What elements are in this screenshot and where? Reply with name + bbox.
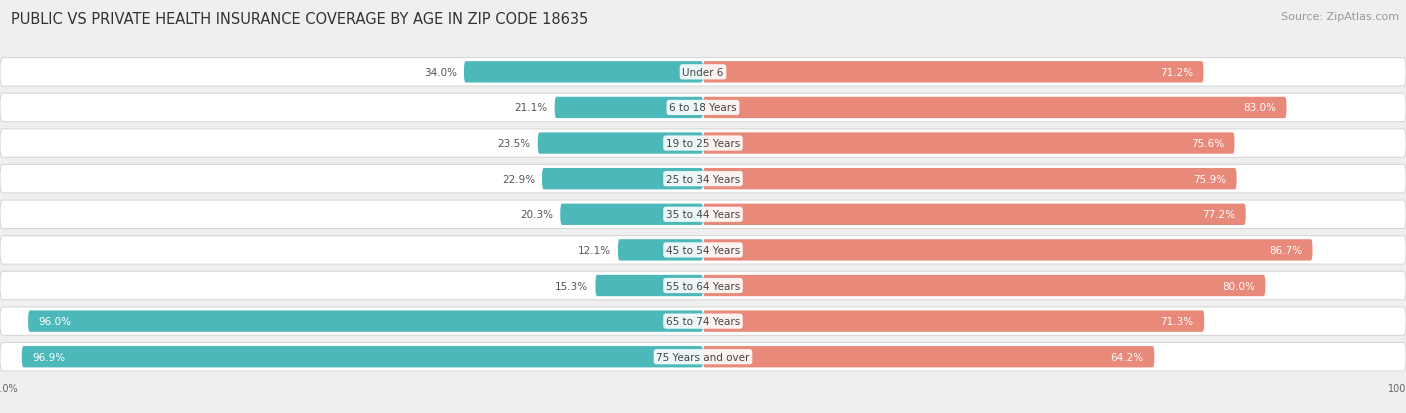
Text: 75.6%: 75.6% bbox=[1191, 139, 1223, 149]
FancyBboxPatch shape bbox=[0, 236, 1406, 264]
Text: 77.2%: 77.2% bbox=[1202, 210, 1236, 220]
FancyBboxPatch shape bbox=[554, 97, 703, 119]
FancyBboxPatch shape bbox=[703, 169, 1237, 190]
Text: 96.0%: 96.0% bbox=[38, 316, 72, 326]
FancyBboxPatch shape bbox=[28, 311, 703, 332]
Text: 20.3%: 20.3% bbox=[520, 210, 554, 220]
Text: 12.1%: 12.1% bbox=[578, 245, 612, 255]
FancyBboxPatch shape bbox=[0, 130, 1406, 158]
FancyBboxPatch shape bbox=[537, 133, 703, 154]
FancyBboxPatch shape bbox=[464, 62, 703, 83]
FancyBboxPatch shape bbox=[703, 240, 1313, 261]
Text: 22.9%: 22.9% bbox=[502, 174, 534, 184]
FancyBboxPatch shape bbox=[0, 343, 1406, 371]
Text: 86.7%: 86.7% bbox=[1268, 245, 1302, 255]
Text: 71.3%: 71.3% bbox=[1160, 316, 1194, 326]
FancyBboxPatch shape bbox=[0, 201, 1406, 229]
Text: 75 Years and over: 75 Years and over bbox=[657, 352, 749, 362]
Text: 34.0%: 34.0% bbox=[425, 68, 457, 78]
FancyBboxPatch shape bbox=[0, 94, 1406, 122]
FancyBboxPatch shape bbox=[0, 272, 1406, 300]
Text: 83.0%: 83.0% bbox=[1243, 103, 1277, 113]
Text: 75.9%: 75.9% bbox=[1192, 174, 1226, 184]
FancyBboxPatch shape bbox=[543, 169, 703, 190]
Text: Source: ZipAtlas.com: Source: ZipAtlas.com bbox=[1281, 12, 1399, 22]
FancyBboxPatch shape bbox=[703, 133, 1234, 154]
Text: PUBLIC VS PRIVATE HEALTH INSURANCE COVERAGE BY AGE IN ZIP CODE 18635: PUBLIC VS PRIVATE HEALTH INSURANCE COVER… bbox=[11, 12, 589, 27]
Text: 45 to 54 Years: 45 to 54 Years bbox=[666, 245, 740, 255]
Text: 96.9%: 96.9% bbox=[32, 352, 66, 362]
FancyBboxPatch shape bbox=[596, 275, 703, 297]
Text: 15.3%: 15.3% bbox=[555, 281, 588, 291]
Text: 55 to 64 Years: 55 to 64 Years bbox=[666, 281, 740, 291]
Text: Under 6: Under 6 bbox=[682, 68, 724, 78]
FancyBboxPatch shape bbox=[619, 240, 703, 261]
FancyBboxPatch shape bbox=[21, 346, 703, 368]
Text: 19 to 25 Years: 19 to 25 Years bbox=[666, 139, 740, 149]
Text: 21.1%: 21.1% bbox=[515, 103, 547, 113]
FancyBboxPatch shape bbox=[703, 97, 1286, 119]
FancyBboxPatch shape bbox=[703, 204, 1246, 225]
Text: 64.2%: 64.2% bbox=[1111, 352, 1144, 362]
FancyBboxPatch shape bbox=[560, 204, 703, 225]
Text: 35 to 44 Years: 35 to 44 Years bbox=[666, 210, 740, 220]
Text: 71.2%: 71.2% bbox=[1160, 68, 1192, 78]
FancyBboxPatch shape bbox=[703, 62, 1204, 83]
FancyBboxPatch shape bbox=[0, 307, 1406, 335]
FancyBboxPatch shape bbox=[703, 275, 1265, 297]
Text: 80.0%: 80.0% bbox=[1222, 281, 1256, 291]
FancyBboxPatch shape bbox=[703, 346, 1154, 368]
Text: 6 to 18 Years: 6 to 18 Years bbox=[669, 103, 737, 113]
FancyBboxPatch shape bbox=[703, 311, 1204, 332]
Text: 23.5%: 23.5% bbox=[498, 139, 531, 149]
FancyBboxPatch shape bbox=[0, 59, 1406, 87]
Text: 65 to 74 Years: 65 to 74 Years bbox=[666, 316, 740, 326]
FancyBboxPatch shape bbox=[0, 165, 1406, 193]
Text: 25 to 34 Years: 25 to 34 Years bbox=[666, 174, 740, 184]
